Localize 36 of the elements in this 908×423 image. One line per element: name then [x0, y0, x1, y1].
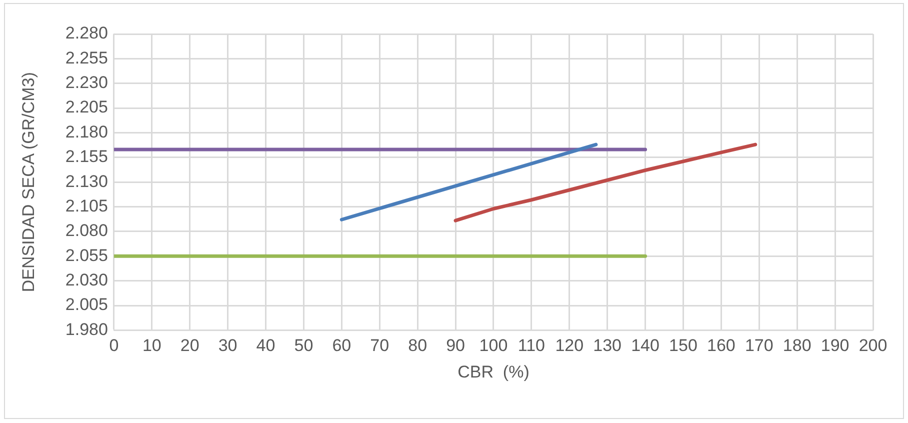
- y-tick-label: 2.105: [65, 196, 108, 216]
- y-tick-label: 2.255: [65, 48, 108, 68]
- y-tick-label: 2.180: [65, 122, 108, 142]
- y-tick-label: 2.030: [65, 270, 108, 290]
- y-tick-label: 2.130: [65, 172, 108, 191]
- x-tick-label: 120: [555, 336, 584, 356]
- y-axis-title: DENSIDAD SECA (GR/CM3): [18, 72, 38, 292]
- y-tick-label: 1.980: [65, 320, 108, 339]
- y-tick-label: 2.230: [65, 73, 108, 92]
- y-tick-label: 2.155: [65, 147, 108, 166]
- x-tick-label: 160: [707, 336, 736, 356]
- y-tick-label: 2.005: [65, 295, 108, 314]
- x-tick-label: 140: [631, 336, 660, 356]
- x-tick-label: 20: [180, 336, 200, 356]
- x-tick-label: 0: [109, 336, 119, 356]
- x-tick-label: 200: [858, 336, 888, 356]
- x-tick-label: 130: [593, 336, 622, 356]
- x-tick-label: 180: [782, 336, 812, 356]
- y-tick-label: 2.280: [65, 24, 108, 43]
- x-tick-label: 30: [218, 336, 238, 356]
- x-tick-label: 60: [332, 336, 352, 356]
- x-axis-title: CBR (%): [458, 362, 530, 382]
- x-tick-label: 40: [256, 336, 276, 356]
- x-tick-label: 50: [294, 336, 314, 356]
- x-tick-label: 90: [446, 336, 465, 356]
- x-tick-label: 190: [820, 336, 850, 356]
- x-tick-label: 100: [479, 336, 508, 356]
- y-tick-label: 2.205: [65, 98, 108, 117]
- x-tick-label: 80: [408, 336, 428, 356]
- x-tick-label: 150: [669, 336, 698, 356]
- x-tick-label: 70: [370, 336, 390, 356]
- x-tick-label: 10: [142, 336, 162, 356]
- y-tick-label: 2.080: [65, 221, 108, 240]
- x-tick-label: 170: [744, 336, 774, 356]
- y-tick-label: 2.055: [65, 246, 108, 265]
- x-tick-label: 110: [518, 336, 545, 356]
